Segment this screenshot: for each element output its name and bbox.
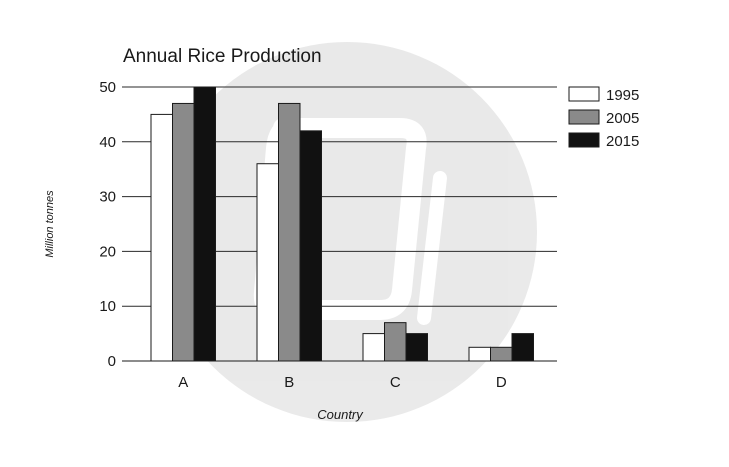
bar-B-2015 [299, 130, 322, 362]
x-tick-label: D [496, 374, 507, 391]
legend-label-2005: 2005 [606, 110, 639, 127]
bar-C-2005 [384, 322, 407, 362]
legend: 1995 2005 2015 [568, 86, 639, 150]
legend-label-2015: 2015 [606, 133, 639, 150]
bar-D-1995 [468, 346, 491, 362]
chart-title: Annual Rice Production [123, 46, 322, 67]
legend-label-1995: 1995 [606, 87, 639, 104]
x-tick-label: A [178, 374, 188, 391]
legend-swatch-2015 [568, 132, 600, 148]
y-tick-label: 40 [99, 134, 116, 151]
bar-A-2005 [172, 102, 195, 362]
legend-swatch-2005 [568, 109, 600, 125]
bar-B-1995 [256, 163, 279, 362]
y-tick-label: 20 [99, 243, 116, 260]
bar-D-2005 [490, 346, 513, 362]
x-tick-label: B [284, 374, 294, 391]
x-tick-labels: A B C D [178, 374, 507, 391]
y-tick-label: 50 [99, 79, 116, 96]
bars [150, 86, 534, 362]
x-tick-label: C [390, 374, 401, 391]
legend-swatch-1995 [568, 86, 600, 102]
y-tick-label: 10 [99, 298, 116, 315]
bar-C-2015 [405, 333, 428, 362]
y-tick-labels: 0 10 20 30 40 50 [99, 79, 116, 370]
y-axis-label: Million tonnes [44, 190, 56, 258]
y-tick-label: 30 [99, 189, 116, 206]
x-axis-label: Country [317, 407, 364, 422]
bar-B-2005 [278, 102, 301, 362]
bar-A-2015 [193, 86, 216, 362]
y-tick-label: 0 [108, 353, 116, 370]
bar-C-1995 [362, 333, 385, 362]
bar-A-1995 [150, 113, 173, 362]
bar-D-2015 [511, 333, 534, 362]
